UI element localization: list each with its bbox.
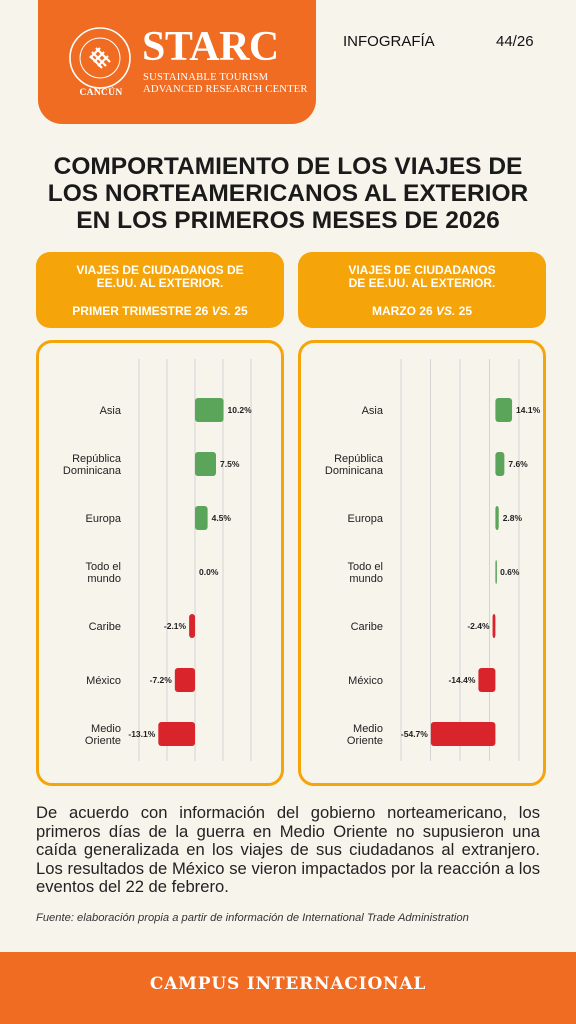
- category-label: República Dominicana: [63, 453, 122, 477]
- value-label: 4.5%: [212, 513, 232, 523]
- description-paragraph: De acuerdo con información del gobierno …: [36, 803, 540, 897]
- category-label: Asia: [100, 405, 122, 417]
- bar-chart-march: Asia 14.1% República Dominicana 7.6% Europa 2.…: [325, 359, 541, 761]
- logo-brand: STARC: [142, 24, 279, 70]
- bar: [430, 722, 496, 746]
- panel-header-quarter: VIAJES DE CIUDADANOS DE EE.UU. AL EXTERI…: [36, 252, 284, 328]
- title-line-3: EN LOS PRIMEROS MESES DE 2026: [76, 207, 500, 234]
- panel-period: PRIMER TRIMESTRE 26 VS. 25: [36, 304, 284, 318]
- value-label: 7.5%: [220, 459, 240, 469]
- logo-subtitle: SUSTAINABLE TOURISM ADVANCED RESEARCH CE…: [143, 72, 308, 96]
- category-label: Medio Oriente: [85, 723, 121, 747]
- value-label: -54.7%: [401, 729, 428, 739]
- title-line-1: COMPORTAMIENTO DE LOS VIAJES DE: [53, 153, 523, 180]
- footer-bar: CAMPUS INTERNACIONAL: [0, 952, 576, 1024]
- footer-text: CAMPUS INTERNACIONAL: [149, 974, 427, 994]
- category-label: Medio Oriente: [347, 723, 383, 747]
- value-label: 0.0%: [199, 567, 219, 577]
- panel-header-line-2: EE.UU. AL EXTERIOR.: [96, 276, 224, 290]
- bar: [174, 668, 195, 692]
- panel-header-line-1: VIAJES DE CIUDADANOS: [348, 263, 496, 277]
- category-label: Europa: [348, 513, 384, 525]
- bar: [495, 560, 497, 584]
- university-seal-icon: [69, 27, 131, 89]
- value-label: 10.2%: [228, 405, 253, 415]
- bar: [195, 398, 224, 422]
- bar: [492, 614, 496, 638]
- category-label: Todo el mundo: [348, 561, 383, 585]
- category-label: Europa: [86, 513, 122, 525]
- source-note: Fuente: elaboración propia a partir de i…: [36, 912, 469, 924]
- category-label: Caribe: [351, 621, 383, 633]
- category-label: México: [348, 675, 383, 687]
- value-label: -7.2%: [150, 675, 173, 685]
- chart-march: Asia 14.1% República Dominicana 7.6% Europa 2.…: [298, 340, 546, 786]
- period-prefix: MARZO 26: [371, 304, 436, 318]
- logo-subtitle-line-1: SUSTAINABLE TOURISM: [143, 72, 269, 83]
- value-label: 14.1%: [516, 405, 541, 415]
- panel-header-march: VIAJES DE CIUDADANOS DE EE.UU. AL EXTERI…: [298, 252, 546, 328]
- page-title: COMPORTAMIENTO DE LOS VIAJES DE LOS NORT…: [20, 153, 556, 234]
- panel-header-title: VIAJES DE CIUDADANOS DE EE.UU. AL EXTERI…: [36, 264, 284, 290]
- panel-header-title: VIAJES DE CIUDADANOS DE EE.UU. AL EXTERI…: [298, 264, 546, 290]
- chart-quarter: Asia 10.2% República Dominicana 7.5% Europa 4.…: [36, 340, 284, 786]
- value-label: 0.6%: [500, 567, 520, 577]
- category-label: Asia: [362, 405, 384, 417]
- panel-header-line-2: DE EE.UU. AL EXTERIOR.: [348, 276, 496, 290]
- bar: [189, 614, 195, 638]
- logo-city: CANCÚN: [79, 88, 123, 98]
- category-label: México: [86, 675, 121, 687]
- category-label: República Dominicana: [325, 453, 384, 477]
- title-line-2: LOS NORTEAMERICANOS AL EXTERIOR: [47, 180, 529, 207]
- starc-logo-block: CANCÚN STARC SUSTAINABLE TOURISM ADVANCE…: [38, 0, 316, 124]
- value-label: -2.4%: [467, 621, 490, 631]
- period-vs: VS.: [211, 304, 231, 318]
- bar: [478, 668, 496, 692]
- period-prefix: PRIMER TRIMESTRE 26: [72, 304, 212, 318]
- section-label: INFOGRAFÍA: [343, 33, 435, 50]
- value-label: 2.8%: [503, 513, 523, 523]
- value-label: 7.6%: [508, 459, 528, 469]
- value-label: -2.1%: [164, 621, 187, 631]
- value-label: -14.4%: [448, 675, 475, 685]
- bar: [495, 452, 505, 476]
- category-label: Todo el mundo: [86, 561, 121, 585]
- bar-chart-quarter: Asia 10.2% República Dominicana 7.5% Europa 4.…: [63, 359, 253, 761]
- bar: [195, 506, 208, 530]
- bar: [195, 452, 216, 476]
- bar: [158, 722, 195, 746]
- period-suffix: 25: [455, 304, 473, 318]
- logo-subtitle-line-2: ADVANCED RESEARCH CENTER: [143, 84, 308, 95]
- category-label: Caribe: [89, 621, 121, 633]
- value-label: -13.1%: [128, 729, 155, 739]
- period-vs: VS.: [435, 304, 456, 318]
- bar: [495, 506, 499, 530]
- period-suffix: 25: [231, 304, 248, 318]
- panel-period: MARZO 26 VS. 25: [298, 304, 546, 318]
- page-number: 44/26: [496, 33, 534, 50]
- panel-header-line-1: VIAJES DE CIUDADANOS DE: [76, 263, 244, 277]
- bar: [495, 398, 513, 422]
